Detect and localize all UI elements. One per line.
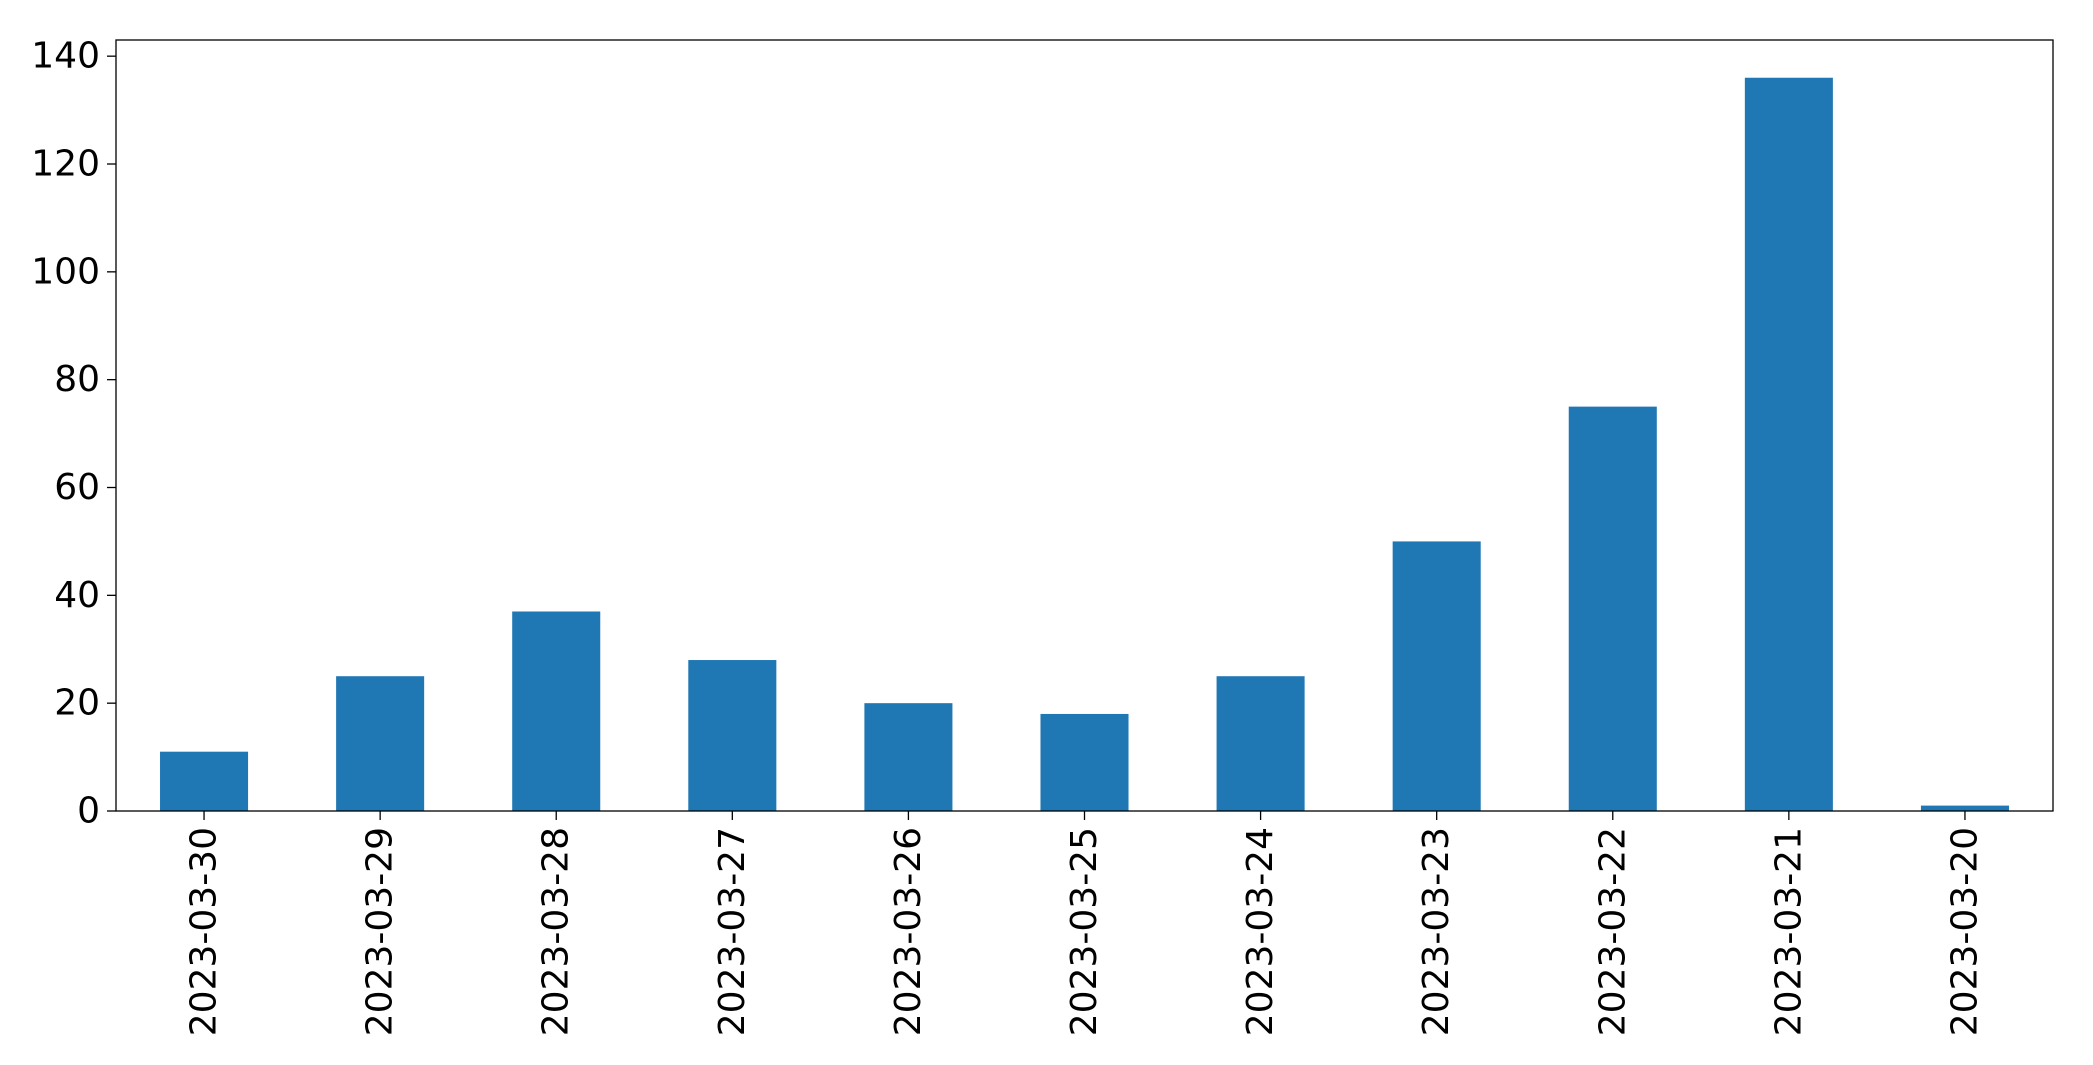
y-tick-label: 20 — [54, 683, 100, 724]
bar-2023-03-23 — [1392, 541, 1481, 811]
x-tick-label: 2023-03-24 — [1240, 827, 1281, 1036]
y-tick-label: 120 — [31, 144, 100, 185]
x-tick-label: 2023-03-30 — [184, 827, 225, 1036]
y-tick-label: 80 — [54, 359, 100, 400]
bar-2023-03-22 — [1568, 406, 1657, 811]
y-tick-label: 40 — [54, 575, 100, 616]
y-tick-label: 140 — [31, 36, 100, 77]
bar-2023-03-24 — [1216, 676, 1305, 811]
bar-2023-03-27 — [688, 660, 777, 811]
x-tick-label: 2023-03-26 — [888, 827, 929, 1036]
bar-2023-03-26 — [864, 703, 953, 811]
x-tick-label: 2023-03-29 — [360, 827, 401, 1036]
y-tick-label: 100 — [31, 251, 100, 292]
x-tick-label: 2023-03-25 — [1064, 827, 1105, 1036]
bars-layer — [160, 77, 2009, 811]
x-tick-label: 2023-03-21 — [1768, 827, 1809, 1036]
x-tick-label: 2023-03-27 — [712, 827, 753, 1036]
x-tick-label: 2023-03-20 — [1944, 827, 1985, 1036]
plot-frame — [115, 39, 2054, 812]
bar-2023-03-20 — [1920, 805, 2009, 811]
bar-2023-03-28 — [512, 611, 601, 811]
y-tick-label: 0 — [77, 791, 100, 832]
bar-2023-03-30 — [160, 751, 249, 811]
x-tick-label: 2023-03-22 — [1592, 827, 1633, 1036]
y-tick-label: 60 — [54, 467, 100, 508]
bar-2023-03-29 — [336, 676, 425, 811]
bar-2023-03-21 — [1744, 77, 1833, 811]
x-tick-label: 2023-03-28 — [536, 827, 577, 1036]
x-tick-label: 2023-03-23 — [1416, 827, 1457, 1036]
x-axis: 2023-03-30 2023-03-29 2023-03-28 2023-03-27… — [184, 811, 1985, 1036]
bar-2023-03-25 — [1040, 713, 1129, 811]
y-axis: 0 20 40 60 80 100 120 140 — [31, 36, 116, 832]
